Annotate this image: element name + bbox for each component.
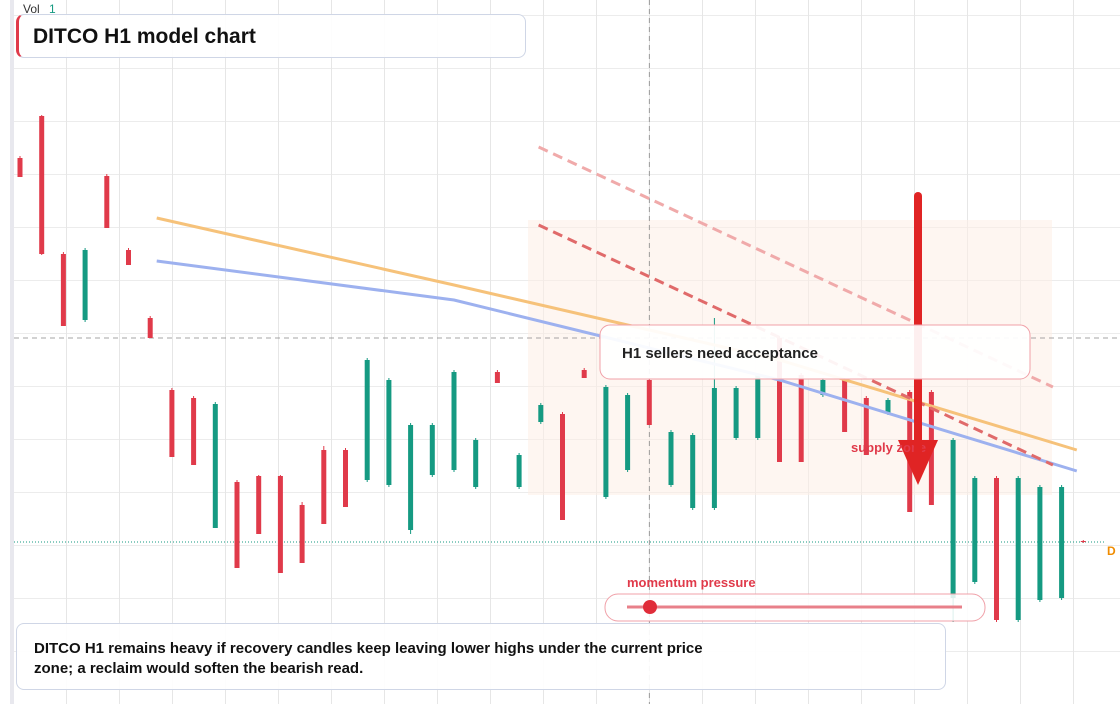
candle-body [364, 360, 370, 480]
vol-legend: Vol 1 [23, 2, 56, 16]
candle-body [17, 158, 23, 177]
candle-body [603, 387, 609, 497]
candle-body [473, 440, 479, 487]
candle-body [451, 372, 457, 470]
pressure-label: momentum pressure [627, 575, 756, 590]
candle-body [299, 505, 305, 563]
candle-body [538, 405, 544, 422]
candle-body [60, 254, 66, 326]
title: DITCO H1 model chart [33, 25, 256, 48]
candle-body [972, 478, 978, 582]
candle-body [82, 250, 88, 320]
zone-label: supply zone [851, 440, 926, 455]
candle-body [256, 476, 262, 534]
candle-body [733, 388, 739, 438]
candle-body [1059, 487, 1065, 598]
candle-body [169, 390, 175, 457]
candle-body [711, 388, 717, 508]
candle-body [1080, 541, 1086, 542]
candle-body [1037, 487, 1043, 600]
candle-body [494, 372, 500, 383]
left-rail [10, 0, 14, 704]
candle-body [863, 398, 869, 455]
arrow-head [898, 440, 938, 485]
callout-text: H1 sellers need acceptance [622, 345, 818, 362]
title-box: DITCO H1 model chart [16, 14, 526, 58]
candle-body [126, 250, 131, 265]
note: DITCO H1 remains heavy if recovery candl… [34, 640, 703, 677]
candle-body [885, 400, 891, 413]
note-box: DITCO H1 remains heavy if recovery candl… [16, 623, 946, 690]
candle-body [646, 380, 652, 425]
candle-body [950, 440, 956, 598]
candle-body [386, 380, 392, 485]
vol-value: 1 [49, 2, 56, 16]
candle-body [234, 482, 240, 568]
candle-body [820, 380, 826, 395]
candle-body [147, 318, 153, 338]
candle-body [343, 450, 348, 507]
candle-body [191, 398, 197, 465]
candle-body [560, 414, 565, 520]
candle-body [39, 116, 45, 254]
candle-body [690, 435, 696, 508]
pressure-knob [643, 600, 657, 614]
candle-body [408, 425, 414, 530]
candle-body [668, 432, 674, 485]
moving-average [156, 216, 1078, 452]
candle-body [625, 395, 631, 470]
trendline [537, 223, 1054, 467]
candle-body [777, 338, 782, 462]
callout-box [599, 324, 1031, 380]
candle-body [581, 370, 587, 378]
candle-body [842, 380, 848, 432]
candle-body [429, 425, 435, 475]
candle-body [104, 176, 110, 228]
candle-body [1015, 478, 1021, 620]
candle-body [277, 476, 283, 573]
candle-body [212, 404, 218, 528]
candle-body [798, 375, 804, 462]
candle-body [321, 450, 327, 524]
candle-body [755, 375, 761, 438]
last-price-label: D [1107, 544, 1116, 558]
candle-body [994, 478, 999, 620]
vol-label: Vol [23, 2, 40, 16]
candle-body [516, 455, 522, 487]
